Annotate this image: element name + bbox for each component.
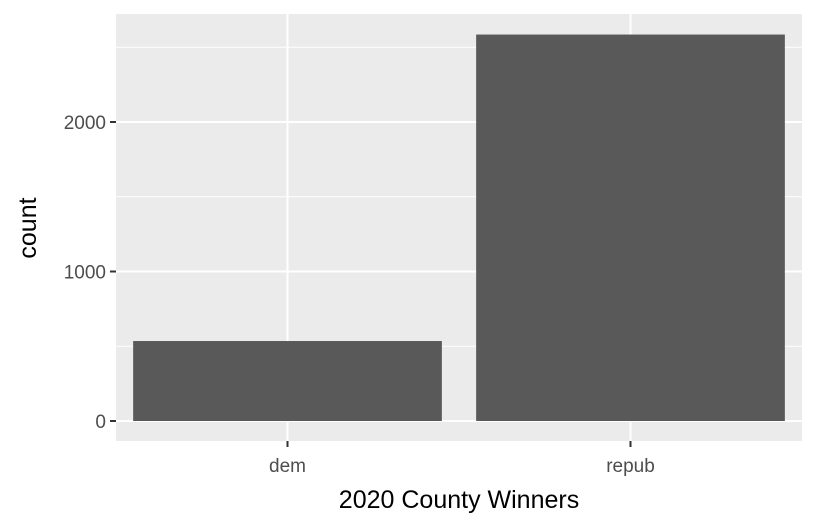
y-tick-label: 0 — [95, 412, 106, 433]
x-axis-title: 2020 County Winners — [339, 486, 579, 514]
bar-dem — [133, 341, 442, 421]
bar-repub — [476, 34, 785, 421]
y-axis-title: count — [14, 197, 42, 258]
y-axis-ticks: 0 1000 2000 — [64, 113, 116, 433]
x-tick-label: dem — [269, 456, 306, 477]
y-tick-label: 2000 — [64, 113, 106, 134]
x-tick-label: repub — [606, 456, 655, 477]
y-tick-label: 1000 — [64, 263, 106, 284]
bars — [133, 34, 785, 421]
x-axis-ticks: dem repub — [269, 441, 655, 477]
